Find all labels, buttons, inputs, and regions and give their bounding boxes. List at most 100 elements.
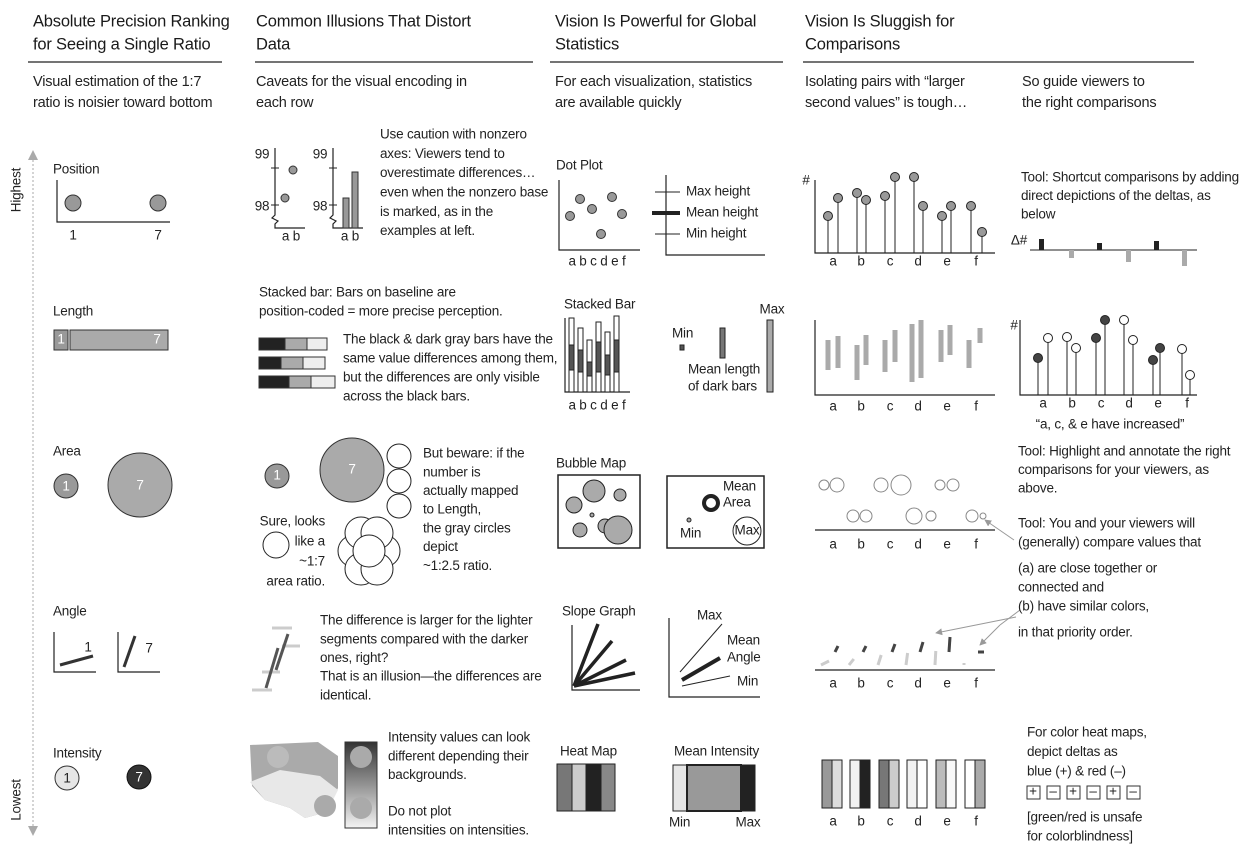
stat-label: Mean Intensity	[674, 744, 759, 759]
tick-label: 98	[313, 199, 328, 214]
caveat-text: position-coded = more precise perception…	[259, 304, 503, 319]
column-title: Vision Is Sluggish for	[805, 12, 955, 30]
bar	[863, 335, 869, 365]
segment	[820, 659, 830, 667]
category-label: f	[974, 676, 978, 691]
caveat-text: even when the nonzero base	[380, 184, 548, 199]
category-label: f	[974, 814, 978, 829]
sign-label: –	[1049, 784, 1057, 799]
chart-title: Dot Plot	[556, 158, 603, 173]
comparison-graphics	[814, 172, 1197, 809]
category-label: e	[943, 399, 950, 414]
bubble	[890, 474, 912, 496]
lollipop	[909, 172, 919, 182]
caveat-text: intensities on intensities.	[388, 822, 529, 837]
caveat-text: axes: Viewers tend to	[380, 146, 505, 161]
tip-text: direct depictions of the deltas, as	[1021, 188, 1211, 203]
segment	[833, 645, 840, 653]
column-title: Vision Is Powerful for Global	[555, 12, 756, 30]
illusion-graphics	[250, 148, 412, 829]
stat-label: Max	[697, 608, 722, 623]
caveat-text: area ratio.	[266, 574, 325, 589]
sign-label: +	[1069, 784, 1077, 799]
lollipop	[852, 188, 862, 198]
bubble	[934, 479, 946, 491]
ratio-label: 7	[145, 641, 152, 656]
annotation: “a, c, & e have increased”	[1036, 417, 1185, 432]
heat-cell	[878, 759, 890, 809]
tick-label: 99	[255, 147, 270, 162]
stat-label: Min height	[686, 226, 747, 241]
lollipop	[977, 227, 987, 237]
axis-label: a b c d e f	[568, 254, 626, 269]
category-label: c	[887, 676, 894, 691]
caveat-text: but the differences are only visible	[343, 370, 540, 385]
lollipop	[1100, 315, 1110, 325]
lollipop	[1155, 343, 1165, 353]
ranking-arrow	[28, 150, 38, 836]
stat-label: Mean	[727, 633, 760, 648]
category-label: d	[914, 676, 921, 691]
category-label: e	[943, 814, 950, 829]
category-label: a	[829, 814, 837, 829]
category-label: e	[943, 676, 950, 691]
statistics-graphics	[556, 175, 774, 812]
category-label: b	[1068, 396, 1075, 411]
lollipop	[1148, 355, 1158, 365]
category-label: f	[974, 254, 978, 269]
bar	[882, 340, 888, 372]
lollipop	[1062, 332, 1072, 342]
bar	[918, 320, 924, 378]
sign-label: –	[1089, 784, 1097, 799]
ratio-label: 7	[136, 478, 143, 493]
caveat-text: the gray circles	[423, 520, 511, 535]
tip-text: (a) are close together or	[1018, 561, 1158, 576]
lollipop	[946, 201, 956, 211]
lollipop	[966, 201, 976, 211]
stat-label: Angle	[727, 650, 761, 665]
column-subtitle: Visual estimation of the 1:7	[33, 74, 201, 90]
chart-title: Bubble Map	[556, 456, 626, 471]
bubble	[873, 477, 889, 493]
encoding-label: Angle	[53, 604, 87, 619]
stat-label: Mean	[723, 479, 756, 494]
ratio-label: 1	[84, 640, 91, 655]
column-title: Comparisons	[805, 35, 900, 53]
lollipop	[918, 201, 928, 211]
ratio-label: 7	[348, 462, 355, 477]
stat-label: Min	[680, 526, 701, 541]
bubble	[818, 479, 830, 491]
bar	[892, 330, 898, 362]
bar	[947, 325, 953, 355]
stat-label: Max height	[686, 184, 750, 199]
heat-cell	[974, 759, 986, 809]
category-label: c	[887, 399, 894, 414]
caveat-text: number is	[423, 464, 481, 479]
tip-text: Tool: Shortcut comparisons by adding	[1021, 170, 1239, 185]
tip-text: below	[1021, 207, 1056, 222]
category-label: c	[887, 814, 894, 829]
column-subtitle: Caveats for the visual encoding in	[256, 74, 467, 90]
scale-label: Lowest	[9, 779, 24, 821]
caveat-text: examples at left.	[380, 223, 475, 238]
caveat-text: segments compared with the darker	[320, 631, 529, 646]
stat-label: Area	[723, 495, 751, 510]
axis-label: a b	[341, 229, 359, 244]
category-label: f	[974, 537, 978, 552]
category-label: d	[914, 537, 921, 552]
ratio-label: 1	[69, 228, 76, 243]
caveat-text: same value differences among them,	[343, 351, 557, 366]
column-subtitle: So guide viewers to	[1022, 74, 1145, 90]
lollipop	[1185, 370, 1195, 380]
segment	[947, 636, 952, 653]
column-subtitle: Isolating pairs with “larger	[805, 74, 965, 90]
category-label: a	[1039, 396, 1047, 411]
bar	[825, 340, 831, 370]
category-label: e	[943, 254, 950, 269]
stat-label: Max	[735, 523, 760, 538]
text-layer: Absolute Precision Ranking for Seeing a S…	[9, 12, 1240, 843]
tick-label: 99	[313, 147, 328, 162]
stat-label: Max	[736, 815, 761, 830]
category-label: a	[829, 254, 837, 269]
